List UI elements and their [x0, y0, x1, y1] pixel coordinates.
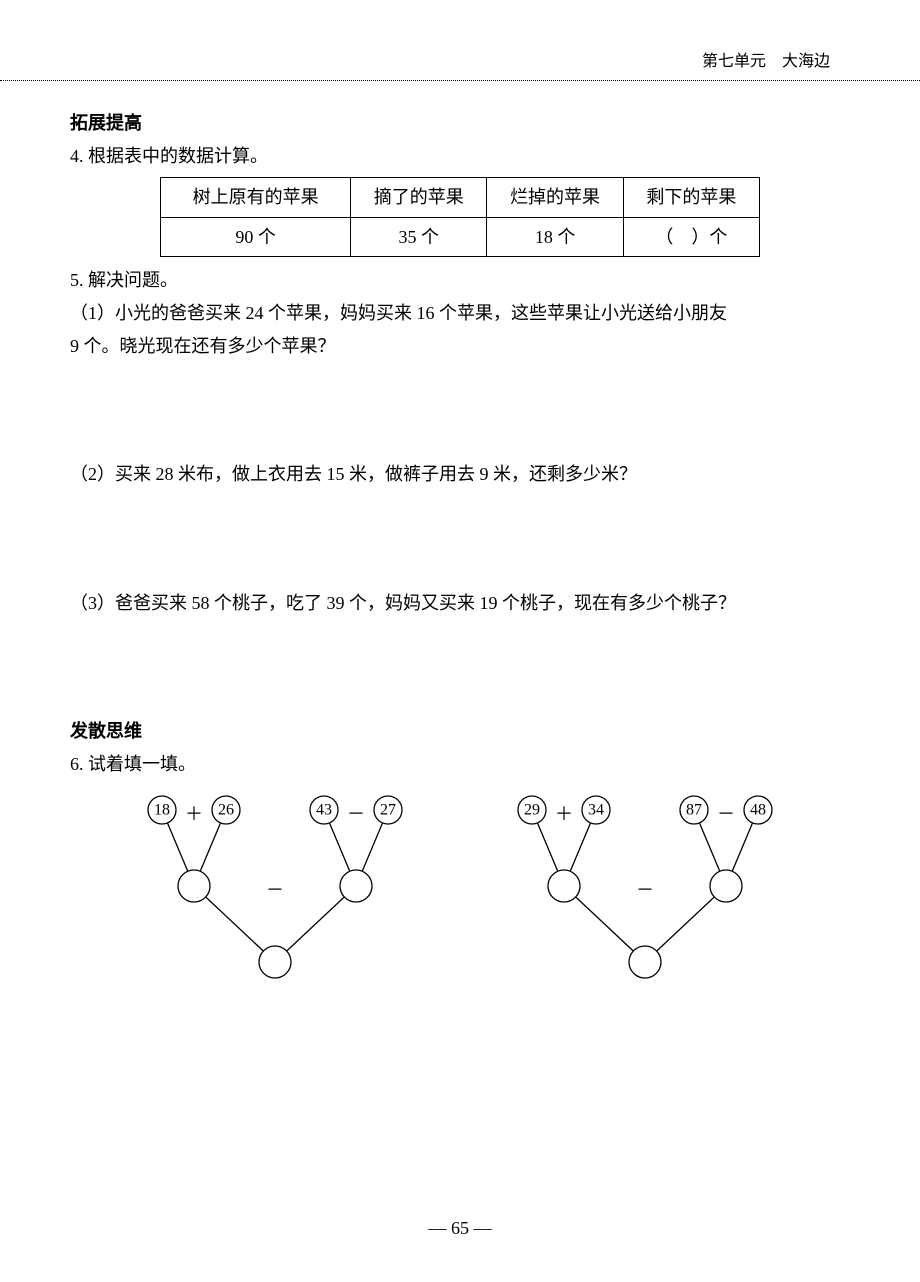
th-1: 树上原有的苹果: [161, 178, 351, 218]
answer-space: [70, 492, 850, 588]
section-title-1: 拓展提高: [70, 108, 850, 139]
td-2: 35 个: [351, 217, 487, 257]
q4-table: 树上原有的苹果 摘了的苹果 烂掉的苹果 剩下的苹果 90 个 35 个 18 个…: [160, 177, 760, 257]
q6-text: 试着填一填。: [88, 754, 196, 774]
svg-text:＋: ＋: [185, 804, 203, 824]
tree-diagram-1: 18 26 43 27 ＋ － －: [140, 790, 410, 990]
td-3: 18 个: [487, 217, 623, 257]
td-4: （ ）个: [623, 217, 759, 257]
q4-text: 根据表中的数据计算。: [88, 146, 268, 166]
page-number: — 65 —: [0, 1213, 920, 1244]
q5-line: 5. 解决问题。: [70, 265, 850, 296]
th-3: 烂掉的苹果: [487, 178, 623, 218]
svg-text:87: 87: [686, 801, 702, 818]
page-content: 拓展提高 4. 根据表中的数据计算。 树上原有的苹果 摘了的苹果 烂掉的苹果 剩…: [70, 108, 850, 990]
svg-text:－: －: [717, 804, 735, 824]
svg-text:43: 43: [316, 801, 332, 818]
section-title-2: 发散思维: [70, 716, 850, 747]
svg-text:＋: ＋: [555, 804, 573, 824]
svg-text:－: －: [636, 880, 654, 900]
table-row: 90 个 35 个 18 个 （ ）个: [161, 217, 760, 257]
q5-num: 5.: [70, 270, 84, 290]
answer-space: [70, 620, 850, 716]
answer-space: [70, 363, 850, 459]
q6-num: 6.: [70, 754, 84, 774]
q5-p2: （2）买来 28 米布，做上衣用去 15 米，做裤子用去 9 米，还剩多少米？: [70, 459, 850, 490]
q6-line: 6. 试着填一填。: [70, 749, 850, 780]
header-rule: [0, 80, 920, 81]
svg-text:48: 48: [750, 801, 766, 818]
th-4: 剩下的苹果: [623, 178, 759, 218]
q5-text: 解决问题。: [88, 270, 178, 290]
unit-header: 第七单元 大海边: [702, 48, 830, 75]
q5-p1a: （1）小光的爸爸买来 24 个苹果，妈妈买来 16 个苹果，这些苹果让小光送给小…: [70, 298, 850, 329]
tree-diagram-2: 29 34 87 48 ＋ － －: [510, 790, 780, 990]
svg-text:18: 18: [154, 801, 170, 818]
q5-p3: （3）爸爸买来 58 个桃子，吃了 39 个，妈妈又买来 19 个桃子，现在有多…: [70, 588, 850, 619]
svg-text:27: 27: [380, 801, 396, 818]
table-row: 树上原有的苹果 摘了的苹果 烂掉的苹果 剩下的苹果: [161, 178, 760, 218]
svg-text:34: 34: [588, 801, 604, 818]
q4-num: 4.: [70, 146, 84, 166]
trees-container: 18 26 43 27 ＋ － － 29 34 87 48 ＋ － －: [140, 790, 850, 990]
svg-text:26: 26: [218, 801, 234, 818]
svg-text:29: 29: [524, 801, 540, 818]
th-2: 摘了的苹果: [351, 178, 487, 218]
td-1: 90 个: [161, 217, 351, 257]
svg-text:－: －: [266, 880, 284, 900]
svg-text:－: －: [347, 804, 365, 824]
q5-p1b: 9 个。晓光现在还有多少个苹果？: [70, 331, 850, 362]
q4-line: 4. 根据表中的数据计算。: [70, 141, 850, 172]
